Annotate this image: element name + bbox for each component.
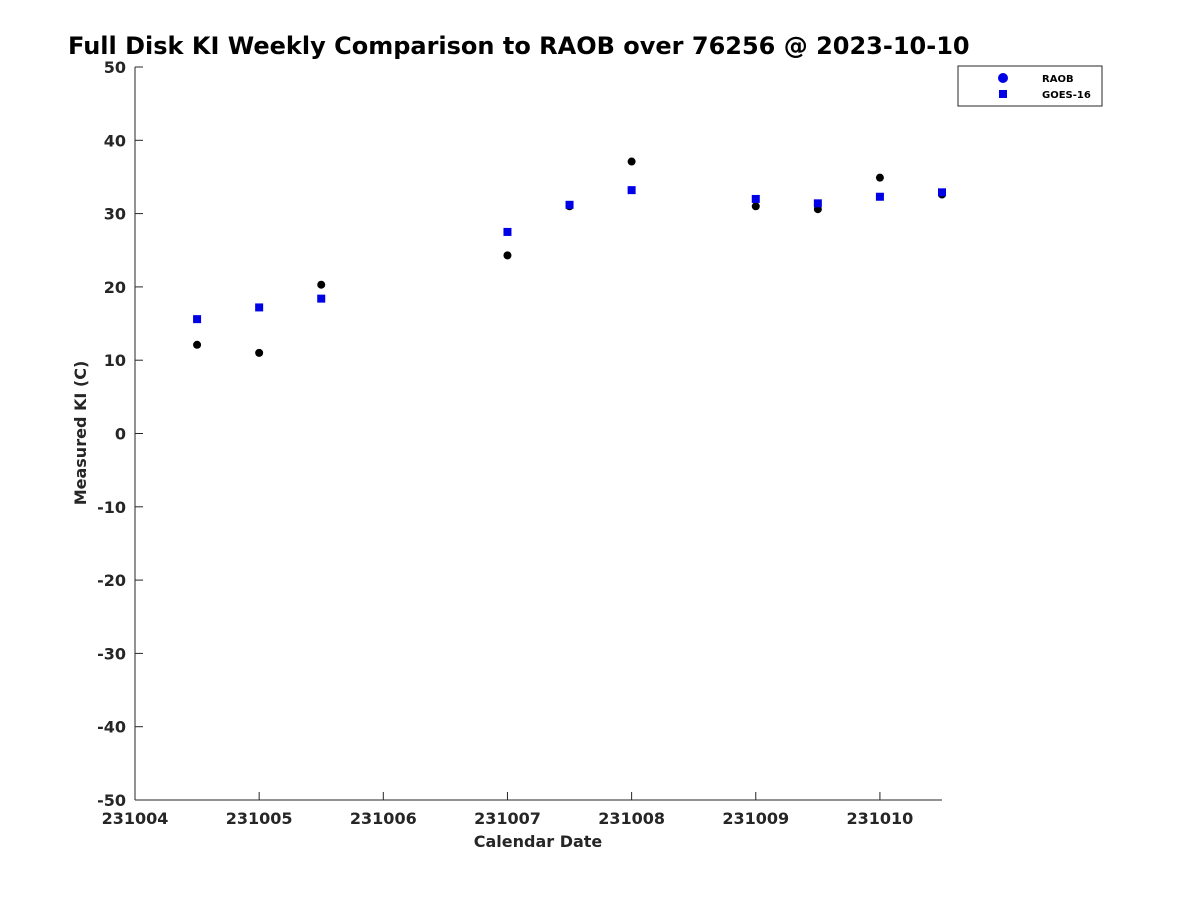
x-tick-label: 231005 (226, 809, 293, 828)
goes-16-point (255, 303, 264, 312)
y-tick-label: 10 (104, 351, 126, 370)
raob-point (875, 173, 884, 182)
goes-16-point (317, 294, 326, 303)
y-tick-label: -10 (97, 498, 126, 517)
y-tick-label: -20 (97, 571, 126, 590)
y-tick-label: 0 (115, 425, 126, 444)
legend-label: RAOB (1042, 74, 1074, 85)
x-tick-label: 231008 (598, 809, 665, 828)
data-points (193, 157, 946, 357)
legend-item: RAOB (998, 73, 1074, 85)
x-axis: 231004 231005 231006 231007 231008 231009 2310… (102, 792, 914, 828)
legend-circle-marker (998, 73, 1008, 83)
legend-square-marker (999, 90, 1007, 98)
goes-16-point (938, 188, 946, 197)
y-tick-label: 30 (104, 205, 126, 224)
y-tick-label: -40 (97, 718, 126, 737)
raob-point (193, 340, 202, 349)
goes-16-point (875, 192, 884, 201)
raob-point (255, 348, 264, 357)
goes-16-point (813, 199, 822, 208)
y-axis: 50 40 30 20 10 0 -10 -20 -30 -40 -50 (97, 58, 143, 810)
legend: RAOB GOES-16 (957, 65, 1103, 107)
legend-box (957, 65, 1103, 107)
x-tick-label: 231006 (350, 809, 417, 828)
y-tick-label: -50 (97, 791, 126, 810)
legend-item: GOES-16 (999, 90, 1091, 101)
goes-16-point (751, 194, 760, 203)
y-axis-label: Measured KI (C) (71, 361, 90, 506)
series-goes-16 (193, 186, 946, 324)
raob-point (317, 280, 326, 289)
x-tick-label: 231007 (474, 809, 541, 828)
x-tick-label: 231009 (722, 809, 789, 828)
y-tick-label: 50 (104, 58, 126, 77)
x-tick-label: 231004 (102, 809, 169, 828)
y-tick-label: 20 (104, 278, 126, 297)
goes-16-point (193, 315, 202, 324)
raob-point (503, 251, 512, 260)
raob-point (627, 157, 636, 166)
x-axis-label: Calendar Date (474, 832, 603, 851)
plot-frame (134, 67, 942, 801)
goes-16-point (565, 200, 574, 209)
y-tick-label: -30 (97, 644, 126, 663)
raob-point (751, 202, 760, 211)
series-raob (193, 157, 946, 357)
goes-16-point (627, 186, 636, 195)
y-tick-label: 40 (104, 131, 126, 150)
goes-16-point (503, 227, 512, 236)
chart-title: Full Disk KI Weekly Comparison to RAOB o… (68, 32, 970, 60)
x-tick-label: 231010 (847, 809, 914, 828)
legend-label: GOES-16 (1042, 90, 1091, 101)
